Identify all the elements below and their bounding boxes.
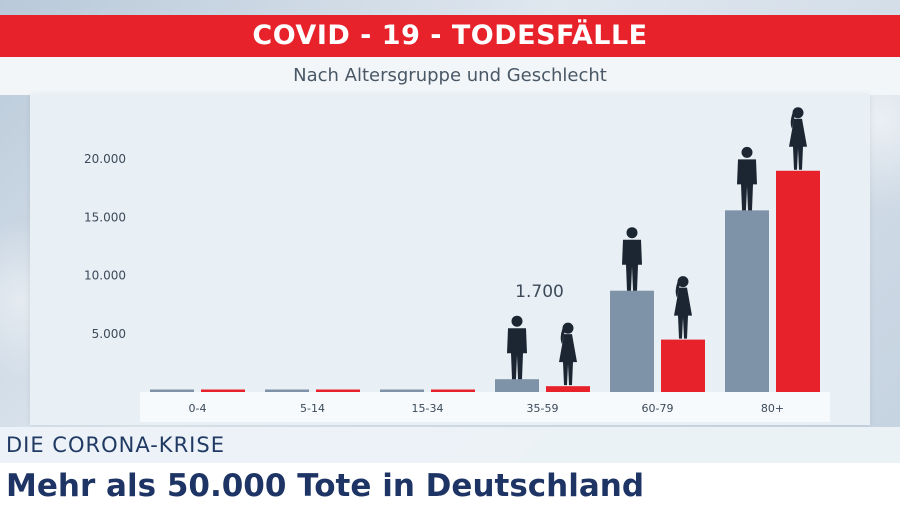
male-silhouette-icon: [737, 146, 757, 211]
male-bar: [150, 389, 194, 392]
male-bar: [380, 389, 424, 392]
lower-third-kicker-bar: DIE CORONA-KRISE: [0, 427, 900, 463]
title-bar: COVID - 19 - TODESFÄLLE: [0, 15, 900, 57]
female-bar: [201, 389, 245, 392]
male-bar: [265, 389, 309, 392]
bar-chart: 5.000 10.000 15.000 20.000 0-4 5-14 15-34 35-59…: [84, 107, 830, 422]
lower-third-headline-bar: Mehr als 50.000 Tote in Deutschland: [0, 463, 900, 510]
chart-title: COVID - 19 - TODESFÄLLE: [252, 20, 648, 51]
female-silhouette-icon: [559, 322, 577, 386]
x-tick-label: 5-14: [300, 402, 325, 415]
female-bar: [776, 170, 820, 392]
lower-third-kicker: DIE CORONA-KRISE: [6, 433, 225, 457]
x-tick-label: 15-34: [412, 402, 444, 415]
male-bar: [495, 379, 539, 392]
female-silhouette-icon: [789, 107, 807, 170]
y-tick-label: 10.000: [84, 269, 126, 283]
male-bar: [610, 290, 654, 392]
lower-third-headline: Mehr als 50.000 Tote in Deutschland: [6, 468, 645, 504]
male-bar: [725, 210, 769, 392]
y-tick-label: 5.000: [92, 327, 126, 341]
female-bar: [546, 386, 590, 392]
male-silhouette-icon: [507, 315, 527, 380]
y-tick-label: 15.000: [84, 210, 126, 224]
y-tick-label: 20.000: [84, 152, 126, 166]
x-tick-label: 80+: [761, 402, 784, 415]
subtitle-bar: Nach Altersgruppe und Geschlecht: [0, 57, 900, 95]
female-silhouette-icon: [674, 276, 692, 339]
x-tick-label: 0-4: [189, 402, 207, 415]
chart-subtitle: Nach Altersgruppe und Geschlecht: [293, 65, 607, 86]
x-tick-label: 35-59: [527, 402, 559, 415]
x-tick-label: 60-79: [642, 402, 674, 415]
female-bar: [316, 389, 360, 392]
x-axis-strip: [140, 392, 830, 422]
male-silhouette-icon: [622, 227, 642, 291]
female-bar: [431, 389, 475, 392]
data-label: 1.700: [515, 282, 564, 302]
female-bar: [661, 339, 705, 392]
